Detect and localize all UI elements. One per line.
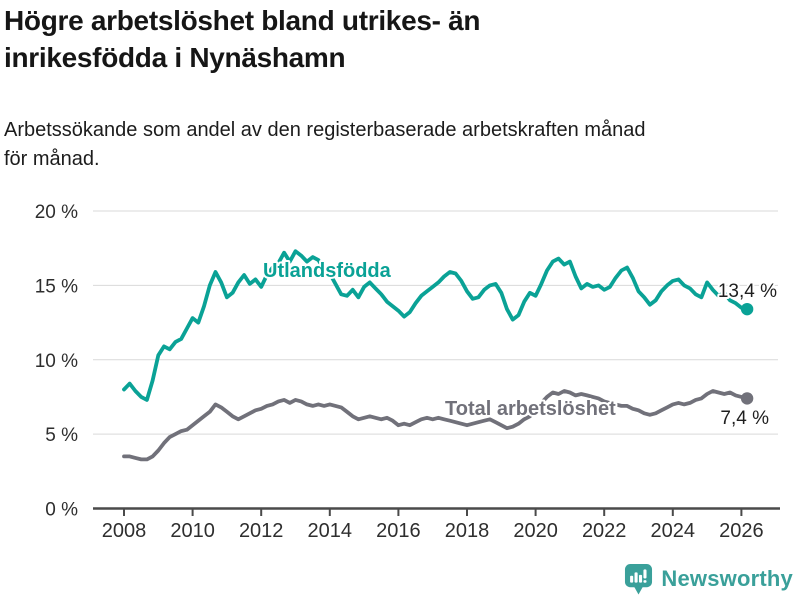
chart-subtitle-line1: Arbetssökande som andel av den registerb… (4, 119, 646, 141)
series-end-dot-total-arbetsloshet (740, 392, 754, 405)
x-axis-tick-label: 2016 (376, 520, 421, 542)
series-end-value-total-arbetsloshet: 7,4 % (720, 408, 769, 429)
series-label-total-arbetsloshet: Total arbetslöshet (445, 398, 616, 420)
newsworthy-logo[interactable]: Newsworthy (624, 563, 793, 595)
x-axis-tick-label: 2012 (239, 520, 284, 542)
brand-name: Newsworthy (661, 566, 793, 591)
series-end-value-utlandsfodda: 13,4 % (718, 281, 777, 302)
newsworthy-speech-bubble-chart-icon (625, 564, 653, 595)
series-line-utlandsfodda (122, 249, 749, 402)
y-axis-tick-label: 20 % (35, 202, 78, 223)
chart-subtitle-line2: för månad. (4, 148, 100, 170)
y-axis-tick-label: 10 % (35, 351, 78, 372)
y-axis-tick-label: 15 % (35, 276, 78, 297)
series-line-total-arbetsloshet (122, 389, 749, 462)
x-axis-tick-label: 2026 (719, 520, 764, 542)
x-axis-tick-label: 2024 (651, 520, 696, 542)
chart-title: Högre arbetslöshet bland utrikes- än inri… (4, 2, 694, 76)
x-axis-tick-label: 2018 (445, 520, 490, 542)
x-axis-tick-label: 2008 (102, 520, 147, 542)
x-axis-tick-label: 2010 (170, 520, 215, 542)
chart-title-line1: Högre arbetslöshet bland utrikes- än (4, 5, 481, 36)
x-axis-tick-label: 2022 (582, 520, 627, 542)
x-axis-tick-label: 2014 (308, 520, 353, 542)
x-axis-tick-label: 2020 (513, 520, 558, 542)
y-axis-tick-label: 5 % (45, 425, 78, 446)
series-end-dot-utlandsfodda (740, 302, 754, 316)
y-axis-tick-label: 0 % (45, 500, 78, 521)
chart-title-line2: inrikesfödda i Nynäshamn (4, 42, 346, 73)
series-label-utlandsfodda: Utlandsfödda (263, 260, 392, 282)
chart-subtitle: Arbetssökande som andel av den registerb… (4, 116, 744, 174)
